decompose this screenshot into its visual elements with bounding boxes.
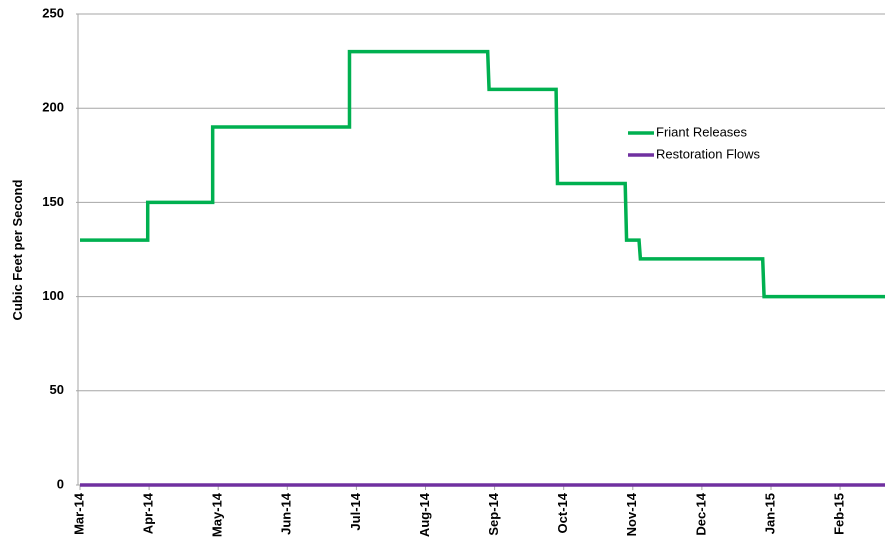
x-tick-label: Jul-14 bbox=[348, 492, 363, 530]
x-tick-label: Nov-14 bbox=[624, 492, 639, 536]
y-tick-label: 200 bbox=[42, 100, 64, 115]
y-tick-label: 50 bbox=[50, 382, 64, 397]
y-tick-label: 100 bbox=[42, 288, 64, 303]
y-tick-label: 0 bbox=[57, 476, 64, 491]
legend-label: Friant Releases bbox=[656, 124, 748, 139]
series-line bbox=[80, 49, 885, 299]
x-tick-label: Jan-15 bbox=[762, 493, 777, 534]
x-tick-label: Sep-14 bbox=[486, 492, 501, 535]
y-tick-label: 250 bbox=[42, 5, 64, 20]
x-tick-label: Jun-14 bbox=[279, 492, 294, 535]
x-tick-label: May-14 bbox=[210, 492, 225, 537]
legend-label: Restoration Flows bbox=[656, 146, 761, 161]
x-tick-label: Oct-14 bbox=[555, 492, 570, 533]
y-axis-label: Cubic Feet per Second bbox=[10, 180, 25, 321]
x-tick-label: Aug-14 bbox=[417, 492, 432, 537]
x-tick-label: Feb-15 bbox=[832, 493, 847, 535]
x-tick-label: Apr-14 bbox=[141, 492, 156, 534]
x-tick-label: Mar-14 bbox=[71, 492, 86, 535]
x-tick-label: Dec-14 bbox=[693, 492, 708, 535]
y-tick-label: 150 bbox=[42, 194, 64, 209]
